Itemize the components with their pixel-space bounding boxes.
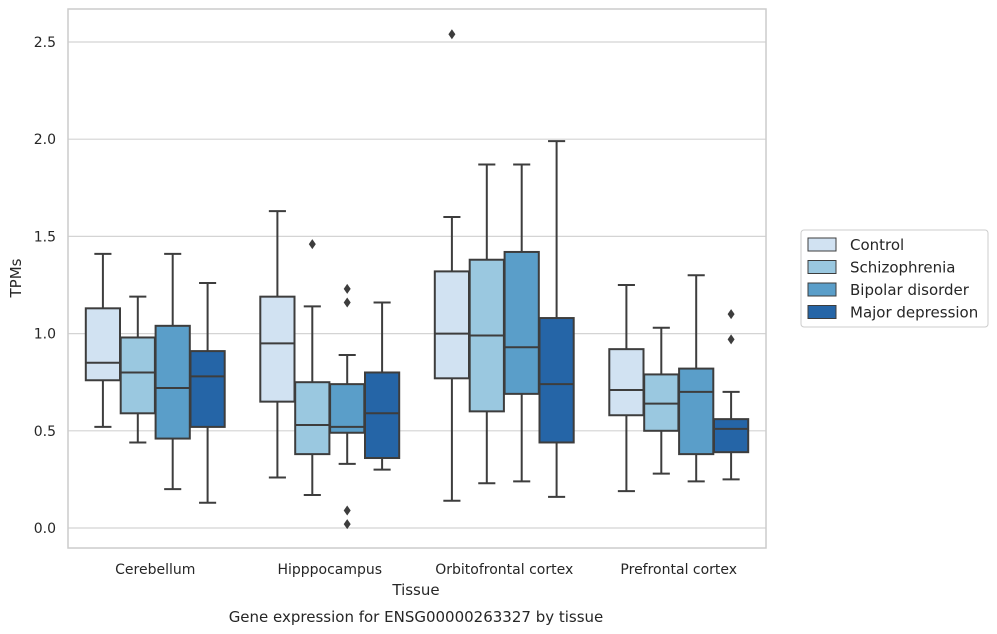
legend-items: Control Schizophrenia Bipolar disorder Majo… — [807, 236, 978, 322]
y-tick-label: 0.5 — [34, 424, 56, 440]
legend-swatch — [807, 282, 837, 297]
box-bipolar-disorder — [154, 252, 191, 491]
x-tick-label: Hipppocampus — [277, 562, 382, 578]
outlier-point — [448, 29, 456, 40]
outlier-point — [343, 519, 351, 530]
box-bipolar-disorder — [329, 283, 366, 530]
outlier-point — [343, 505, 351, 516]
box-iqr — [259, 295, 296, 403]
box-major-depression — [189, 282, 226, 504]
y-tick-label: 2.5 — [34, 35, 56, 51]
box-iqr — [712, 418, 750, 454]
y-axis-label: TPMs — [7, 258, 25, 298]
legend-label: Schizophrenia — [850, 259, 955, 277]
legend: Control Schizophrenia Bipolar disorder Majo… — [800, 229, 989, 328]
legend-swatch — [807, 237, 837, 252]
y-tick-label: 1.0 — [34, 327, 56, 343]
x-tick-label: Orbitofrontal cortex — [435, 562, 573, 578]
box-iqr — [154, 324, 191, 440]
box-iqr — [503, 250, 540, 395]
x-axis-label: Tissue — [391, 581, 439, 599]
x-tick-label: Prefrontal cortex — [620, 562, 737, 578]
box-control — [259, 210, 296, 479]
box-major-depression — [363, 301, 401, 471]
box-iqr — [189, 350, 226, 428]
box-schizophrenia — [119, 295, 156, 444]
box-iqr — [294, 381, 331, 456]
box-iqr — [433, 270, 471, 380]
box-schizophrenia — [468, 163, 505, 485]
x-tick-labels: Cerebellum Hipppocampus Orbitofrontal cort… — [115, 562, 737, 578]
box-major-depression — [712, 309, 750, 481]
legend-label: Bipolar disorder — [850, 281, 970, 299]
outlier-point — [343, 297, 351, 308]
y-tick-labels: 0.0 0.5 1.0 1.5 2.0 2.5 — [34, 35, 56, 537]
box-bipolar-disorder — [678, 274, 715, 483]
outlier-point — [727, 309, 735, 320]
box-iqr — [608, 348, 645, 417]
legend-label: Major depression — [850, 304, 978, 322]
box-iqr — [329, 383, 366, 434]
box-iqr — [678, 367, 715, 456]
box-iqr — [538, 317, 575, 444]
outlier-point — [727, 334, 735, 345]
y-tick-label: 1.5 — [34, 229, 56, 245]
boxes-layer — [84, 29, 750, 530]
box-control — [433, 29, 471, 502]
box-schizophrenia — [643, 326, 680, 475]
chart-caption: Gene expression for ENSG00000263327 by t… — [229, 608, 604, 626]
legend-label: Control — [850, 236, 904, 254]
legend-swatch — [807, 305, 837, 319]
box-iqr — [119, 336, 156, 415]
y-tick-label: 0.0 — [34, 521, 56, 537]
outlier-point — [343, 283, 351, 294]
plot-frame — [67, 8, 767, 549]
box-iqr — [84, 307, 122, 382]
y-tick-label: 2.0 — [34, 132, 56, 148]
box-major-depression — [538, 140, 575, 498]
legend-swatch — [807, 260, 837, 274]
x-tick-label: Cerebellum — [115, 562, 195, 578]
box-control — [608, 284, 645, 493]
legend-frame — [800, 229, 989, 328]
outlier-point — [308, 239, 316, 250]
box-iqr — [363, 371, 401, 460]
